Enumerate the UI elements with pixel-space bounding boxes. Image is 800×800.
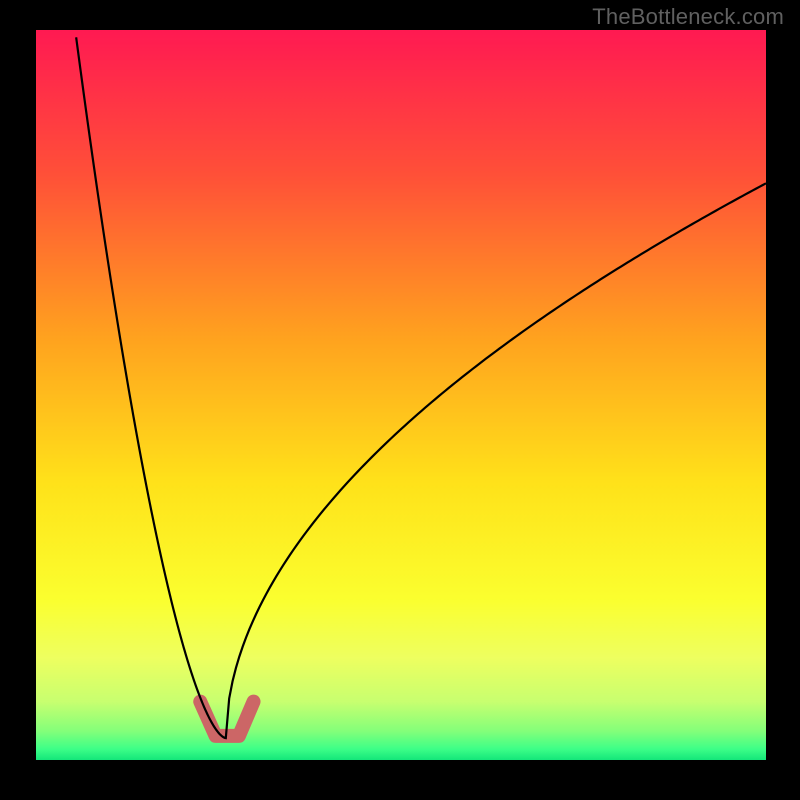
main-curve xyxy=(76,37,766,738)
watermark-text: TheBottleneck.com xyxy=(592,4,784,30)
plot-area xyxy=(36,30,766,760)
bottleneck-chart xyxy=(36,30,766,760)
